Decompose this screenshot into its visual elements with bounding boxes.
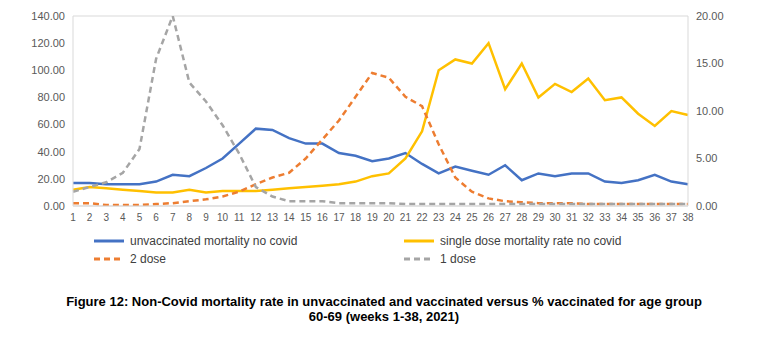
svg-text:37: 37 bbox=[666, 212, 678, 223]
svg-text:6: 6 bbox=[153, 212, 159, 223]
svg-text:22: 22 bbox=[416, 212, 428, 223]
svg-text:28: 28 bbox=[516, 212, 528, 223]
html-text:single dose mortality rate no: single dose mortality rate no covid bbox=[440, 234, 622, 248]
svg-text:4: 4 bbox=[120, 212, 126, 223]
html-text:1 dose: 1 dose bbox=[440, 252, 476, 266]
svg-text:24: 24 bbox=[450, 212, 462, 223]
svg-text:140.00: 140.00 bbox=[31, 10, 65, 22]
svg-text:10.00: 10.00 bbox=[696, 105, 724, 117]
svg-text:20.00: 20.00 bbox=[37, 173, 65, 185]
svg-text:17: 17 bbox=[333, 212, 345, 223]
svg-text:0.00: 0.00 bbox=[44, 200, 65, 212]
svg-text:20.00: 20.00 bbox=[696, 10, 724, 22]
svg-text:23: 23 bbox=[433, 212, 445, 223]
svg-text:15.00: 15.00 bbox=[696, 57, 724, 69]
svg-text:21: 21 bbox=[400, 212, 412, 223]
svg-text:18: 18 bbox=[350, 212, 362, 223]
svg-text:26: 26 bbox=[483, 212, 495, 223]
svg-text:31: 31 bbox=[566, 212, 578, 223]
svg-text:0.00: 0.00 bbox=[696, 200, 717, 212]
svg-text:13: 13 bbox=[267, 212, 279, 223]
svg-text:20: 20 bbox=[383, 212, 395, 223]
svg-text:5.00: 5.00 bbox=[696, 152, 717, 164]
svg-text:32: 32 bbox=[583, 212, 595, 223]
svg-text:33: 33 bbox=[599, 212, 611, 223]
svg-text:36: 36 bbox=[649, 212, 661, 223]
svg-text:16: 16 bbox=[317, 212, 329, 223]
svg-text:11: 11 bbox=[234, 212, 245, 223]
svg-text:3: 3 bbox=[103, 212, 109, 223]
svg-text:7: 7 bbox=[170, 212, 176, 223]
svg-text:1: 1 bbox=[70, 212, 76, 223]
svg-text:2: 2 bbox=[87, 212, 93, 223]
html-text:2 dose: 2 dose bbox=[130, 252, 166, 266]
svg-text:38: 38 bbox=[682, 212, 694, 223]
svg-text:15: 15 bbox=[300, 212, 312, 223]
html-text:Figure 12: Non-Covid mortality: Figure 12: Non-Covid mortality rate in u… bbox=[66, 294, 702, 324]
svg-text:34: 34 bbox=[616, 212, 628, 223]
svg-text:40.00: 40.00 bbox=[37, 146, 65, 158]
svg-text:60.00: 60.00 bbox=[37, 118, 65, 130]
svg-text:29: 29 bbox=[533, 212, 545, 223]
svg-text:35: 35 bbox=[633, 212, 645, 223]
svg-text:8: 8 bbox=[187, 212, 193, 223]
svg-text:14: 14 bbox=[284, 212, 296, 223]
svg-text:27: 27 bbox=[500, 212, 512, 223]
svg-text:80.00: 80.00 bbox=[37, 91, 65, 103]
svg-text:19: 19 bbox=[367, 212, 379, 223]
svg-text:10: 10 bbox=[217, 212, 229, 223]
svg-text:9: 9 bbox=[203, 212, 209, 223]
html-text:unvaccinated mortality no covi: unvaccinated mortality no covid bbox=[130, 234, 298, 248]
svg-text:30: 30 bbox=[549, 212, 561, 223]
svg-text:100.00: 100.00 bbox=[31, 64, 65, 76]
svg-text:120.00: 120.00 bbox=[31, 37, 65, 49]
svg-text:25: 25 bbox=[466, 212, 478, 223]
svg-text:12: 12 bbox=[250, 212, 262, 223]
svg-text:5: 5 bbox=[137, 212, 143, 223]
